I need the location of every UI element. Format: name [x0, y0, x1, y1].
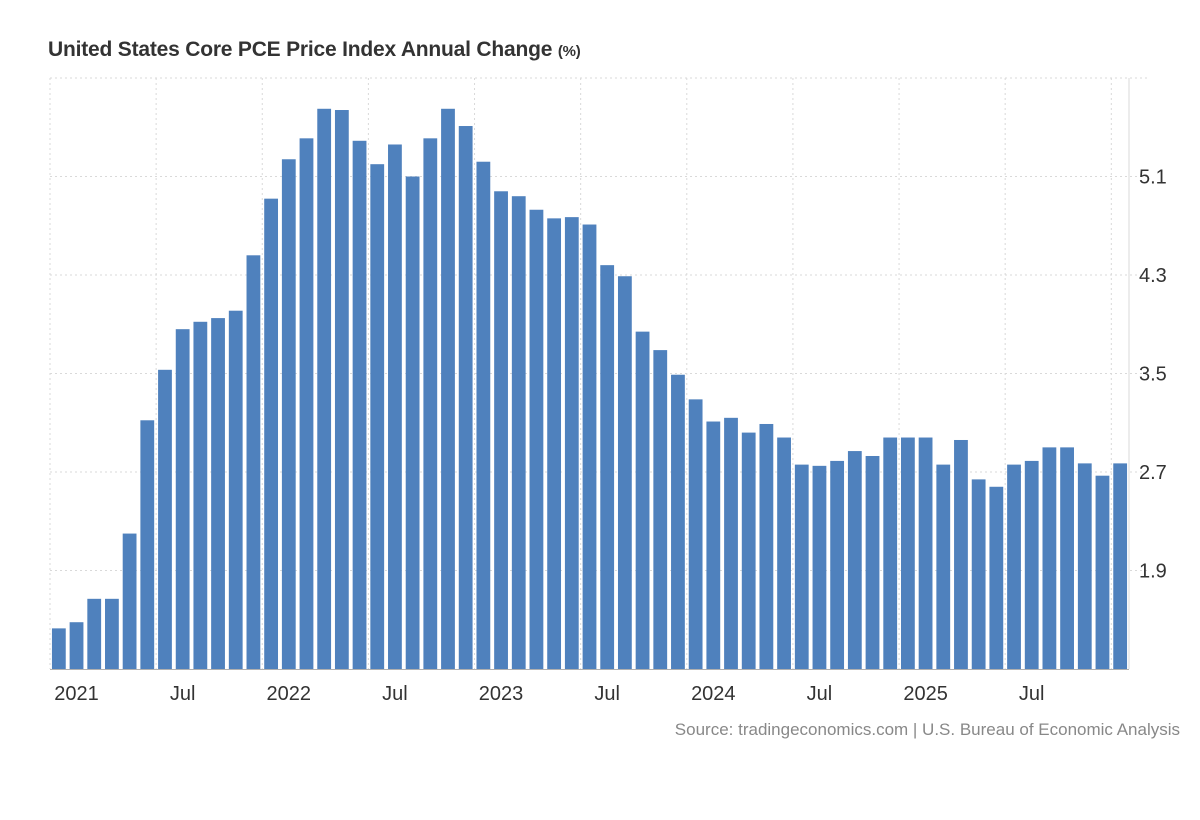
bar-37	[706, 421, 721, 669]
bar-36	[688, 399, 703, 669]
y-tick-label-2: 3.5	[1139, 364, 1167, 386]
y-tick-label-0: 1.9	[1139, 561, 1167, 583]
bar-0	[51, 628, 66, 669]
bar-56	[1042, 447, 1057, 669]
x-tick-label-2: 2022	[267, 683, 312, 705]
y-tick-label-1: 2.7	[1139, 462, 1167, 484]
bar-50	[936, 464, 951, 669]
bar-1	[69, 622, 84, 669]
bar-chart: 1.92.73.54.35.1 2021 Jul 2022 Jul 2023 Jul 202…	[49, 77, 1167, 705]
bar-5	[140, 420, 155, 669]
bar-39	[741, 432, 756, 669]
bar-31	[600, 265, 615, 669]
bar-9	[211, 318, 225, 669]
y-tick-label-3: 4.3	[1139, 265, 1167, 287]
x-tick-label-6: 2024	[691, 683, 736, 705]
bar-43	[812, 465, 827, 669]
bar-13	[281, 159, 296, 669]
bar-8	[193, 321, 208, 669]
y-tick-label-4: 5.1	[1139, 167, 1167, 189]
bar-3	[105, 598, 119, 669]
bar-26	[511, 196, 526, 669]
bar-27	[529, 209, 544, 669]
bar-6	[158, 369, 172, 669]
bar-53	[989, 486, 1004, 669]
bar-24	[476, 161, 491, 669]
x-tick-label-0: 2021	[54, 683, 99, 705]
bar-28	[547, 218, 562, 670]
bar-41	[777, 437, 791, 669]
bar-21	[423, 138, 438, 670]
bar-30	[582, 224, 597, 670]
x-tick-label-9: Jul	[1019, 683, 1045, 705]
bar-57	[1060, 447, 1074, 669]
bar-22	[441, 108, 455, 669]
chart-title: United States Core PCE Price Index Annua…	[48, 38, 581, 62]
bar-35	[671, 374, 685, 669]
bar-12	[264, 198, 279, 669]
bar-47	[883, 437, 898, 669]
bar-14	[299, 138, 314, 670]
chart-title-unit: (%)	[557, 43, 581, 60]
bar-7	[175, 329, 190, 669]
chart-title-text: United States Core PCE Price Index Annua…	[48, 38, 553, 61]
bar-20	[405, 176, 420, 669]
bar-44	[830, 460, 845, 669]
bar-4	[122, 533, 137, 669]
x-axis-ticks: 2021 Jul 2022 Jul 2023 Jul 2024 Jul 2025 Jul	[54, 683, 1044, 705]
x-tick-label-5: Jul	[594, 683, 620, 705]
x-tick-label-8: 2025	[903, 683, 948, 705]
bar-51	[954, 439, 968, 669]
bar-17	[352, 140, 367, 669]
bar-60	[1113, 463, 1128, 669]
bar-23	[458, 126, 473, 670]
bar-45	[847, 451, 862, 669]
bar-25	[494, 191, 508, 669]
x-tick-label-3: Jul	[382, 683, 408, 705]
bar-55	[1024, 460, 1039, 669]
bar-52	[971, 479, 986, 669]
bar-11	[246, 255, 261, 670]
bar-48	[900, 437, 915, 669]
source-note: Source: tradingeconomics.com | U.S. Bure…	[674, 720, 1180, 739]
bar-38	[724, 417, 738, 669]
bar-40	[759, 423, 774, 669]
y-axis-ticks: 1.9 2.7 3.5 4.3 5.1	[1139, 167, 1167, 583]
x-tick-label-4: 2023	[479, 683, 524, 705]
bars-series	[51, 108, 1128, 670]
bar-29	[564, 217, 579, 669]
bar-10	[228, 310, 243, 669]
bar-58	[1077, 463, 1092, 669]
bar-18	[370, 164, 385, 669]
bar-34	[653, 350, 668, 669]
bar-15	[317, 108, 332, 669]
bar-54	[1007, 464, 1021, 669]
bar-59	[1095, 475, 1110, 669]
bar-33	[635, 331, 650, 669]
bar-19	[388, 144, 402, 670]
x-tick-label-1: Jul	[170, 683, 196, 705]
x-tick-label-7: Jul	[807, 683, 833, 705]
bar-42	[794, 464, 809, 669]
bar-32	[617, 276, 632, 669]
bar-2	[87, 598, 102, 669]
bar-16	[334, 110, 349, 669]
bar-46	[865, 455, 880, 669]
bar-49	[918, 437, 933, 669]
